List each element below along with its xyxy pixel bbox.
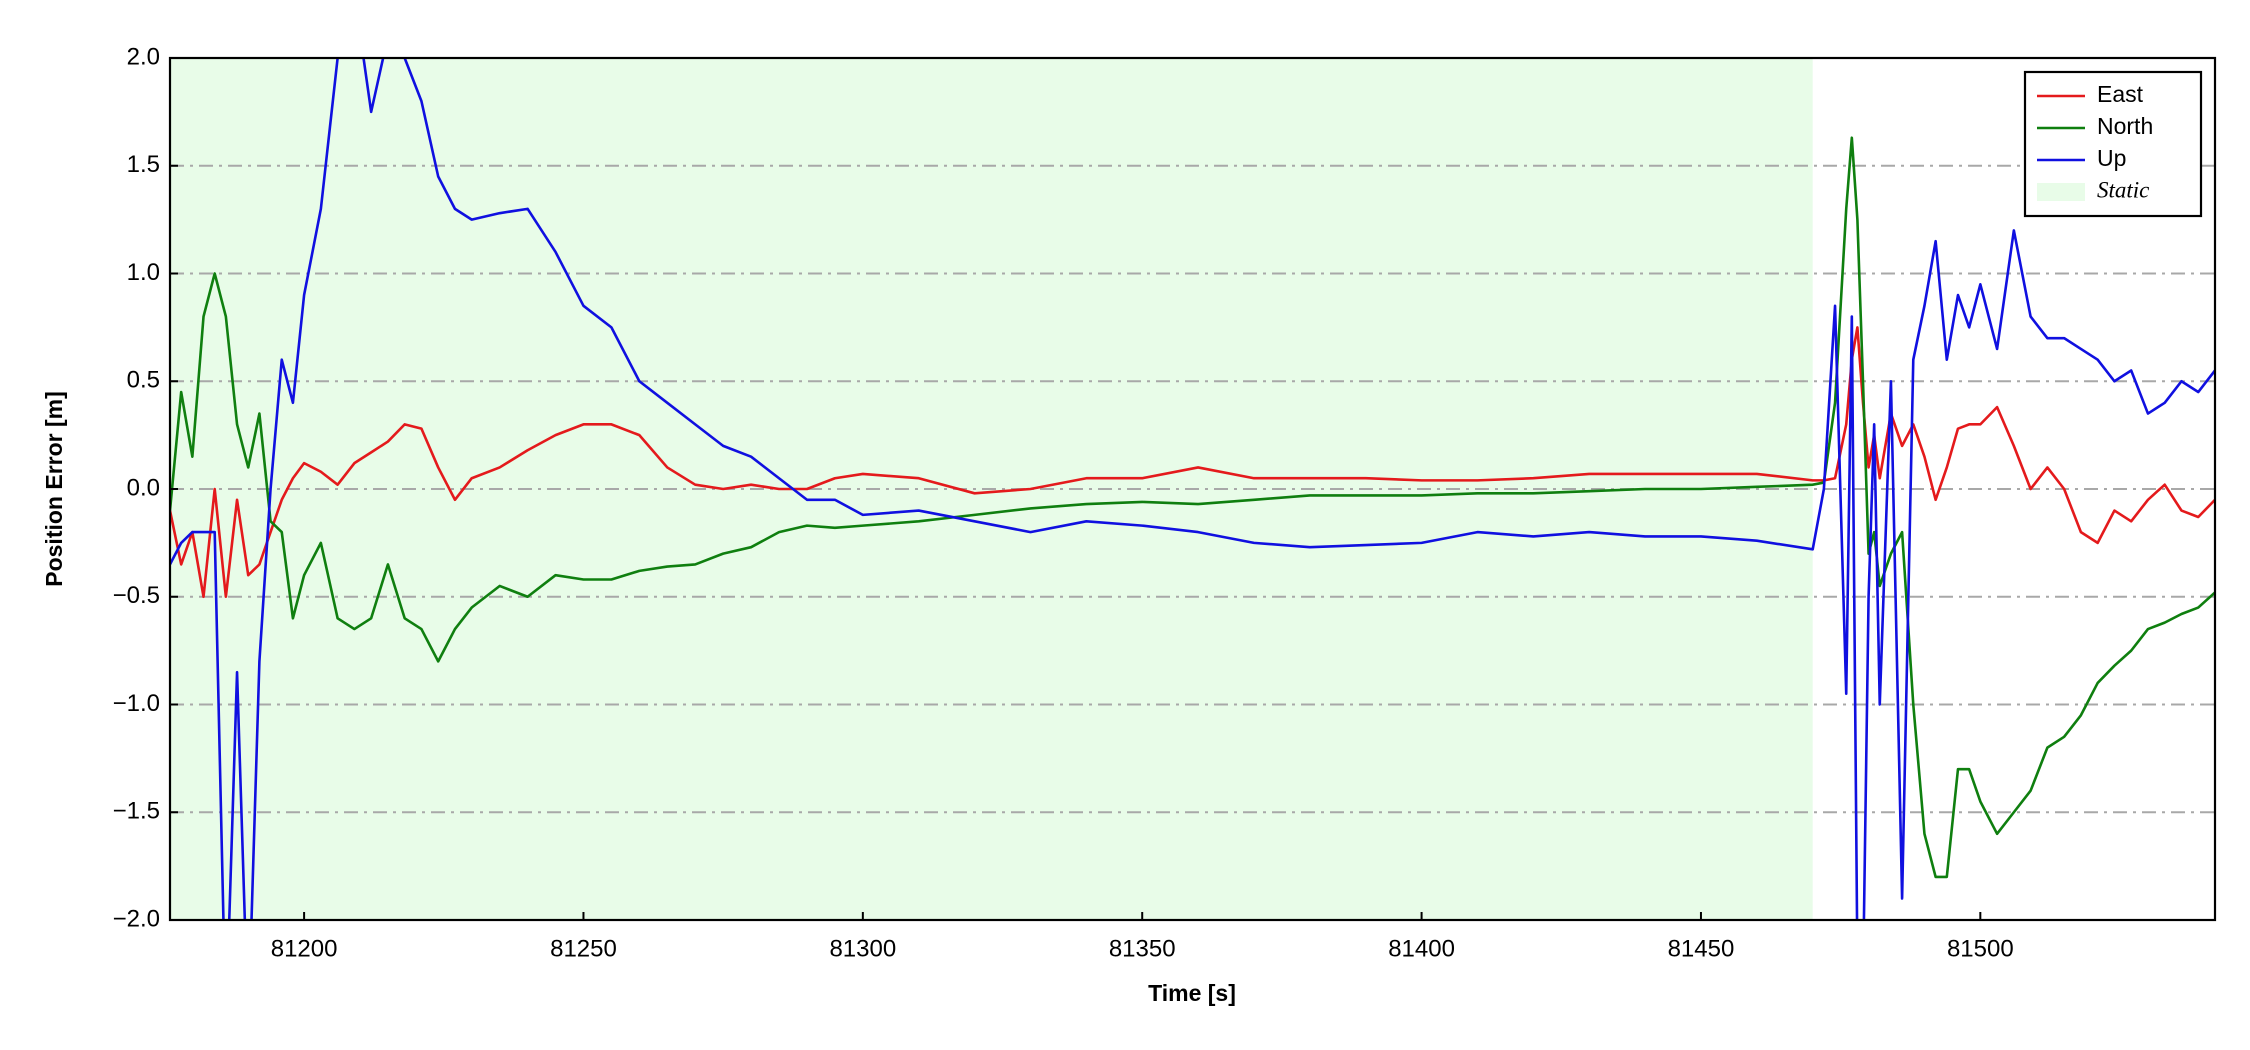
legend-swatch [2037, 183, 2085, 201]
y-tick-label: 1.5 [127, 151, 160, 178]
x-tick-label: 81400 [1388, 935, 1455, 962]
y-tick-label: −1.0 [113, 690, 160, 717]
series-line [170, 326, 2215, 599]
legend-label: Up [2097, 145, 2126, 171]
x-tick-label: 81450 [1668, 935, 1735, 962]
series-line [170, 136, 2215, 879]
x-tick-label: 81250 [550, 935, 617, 962]
x-tick-label: 81300 [829, 935, 896, 962]
ticks-layer: −2.0 −1.5 −1.0 −0.5 0.0 0.5 1.0 1.5 2.0 81200 8125… [113, 43, 2014, 962]
y-tick-label: −1.5 [113, 798, 160, 825]
legend-label: East [2097, 81, 2144, 107]
y-tick-label: −2.0 [113, 905, 160, 932]
legend-label: North [2097, 113, 2153, 139]
y-tick-label: 0.0 [127, 474, 160, 501]
y-tick-label: 2.0 [127, 43, 160, 70]
legend-label: Static [2097, 177, 2149, 202]
lines-layer [170, 58, 2215, 920]
x-tick-label: 81200 [271, 935, 338, 962]
series-line [170, 58, 2215, 920]
y-tick-label: 1.0 [127, 259, 160, 286]
legend: East North Up Static [2023, 70, 2203, 218]
x-axis-label: Time [s] [1148, 980, 1236, 1006]
y-axis-label: Position Error [m] [41, 391, 67, 587]
x-tick-label: 81500 [1947, 935, 2014, 962]
y-tick-label: −0.5 [113, 582, 160, 609]
x-tick-label: 81350 [1109, 935, 1176, 962]
y-tick-label: 0.5 [127, 367, 160, 394]
